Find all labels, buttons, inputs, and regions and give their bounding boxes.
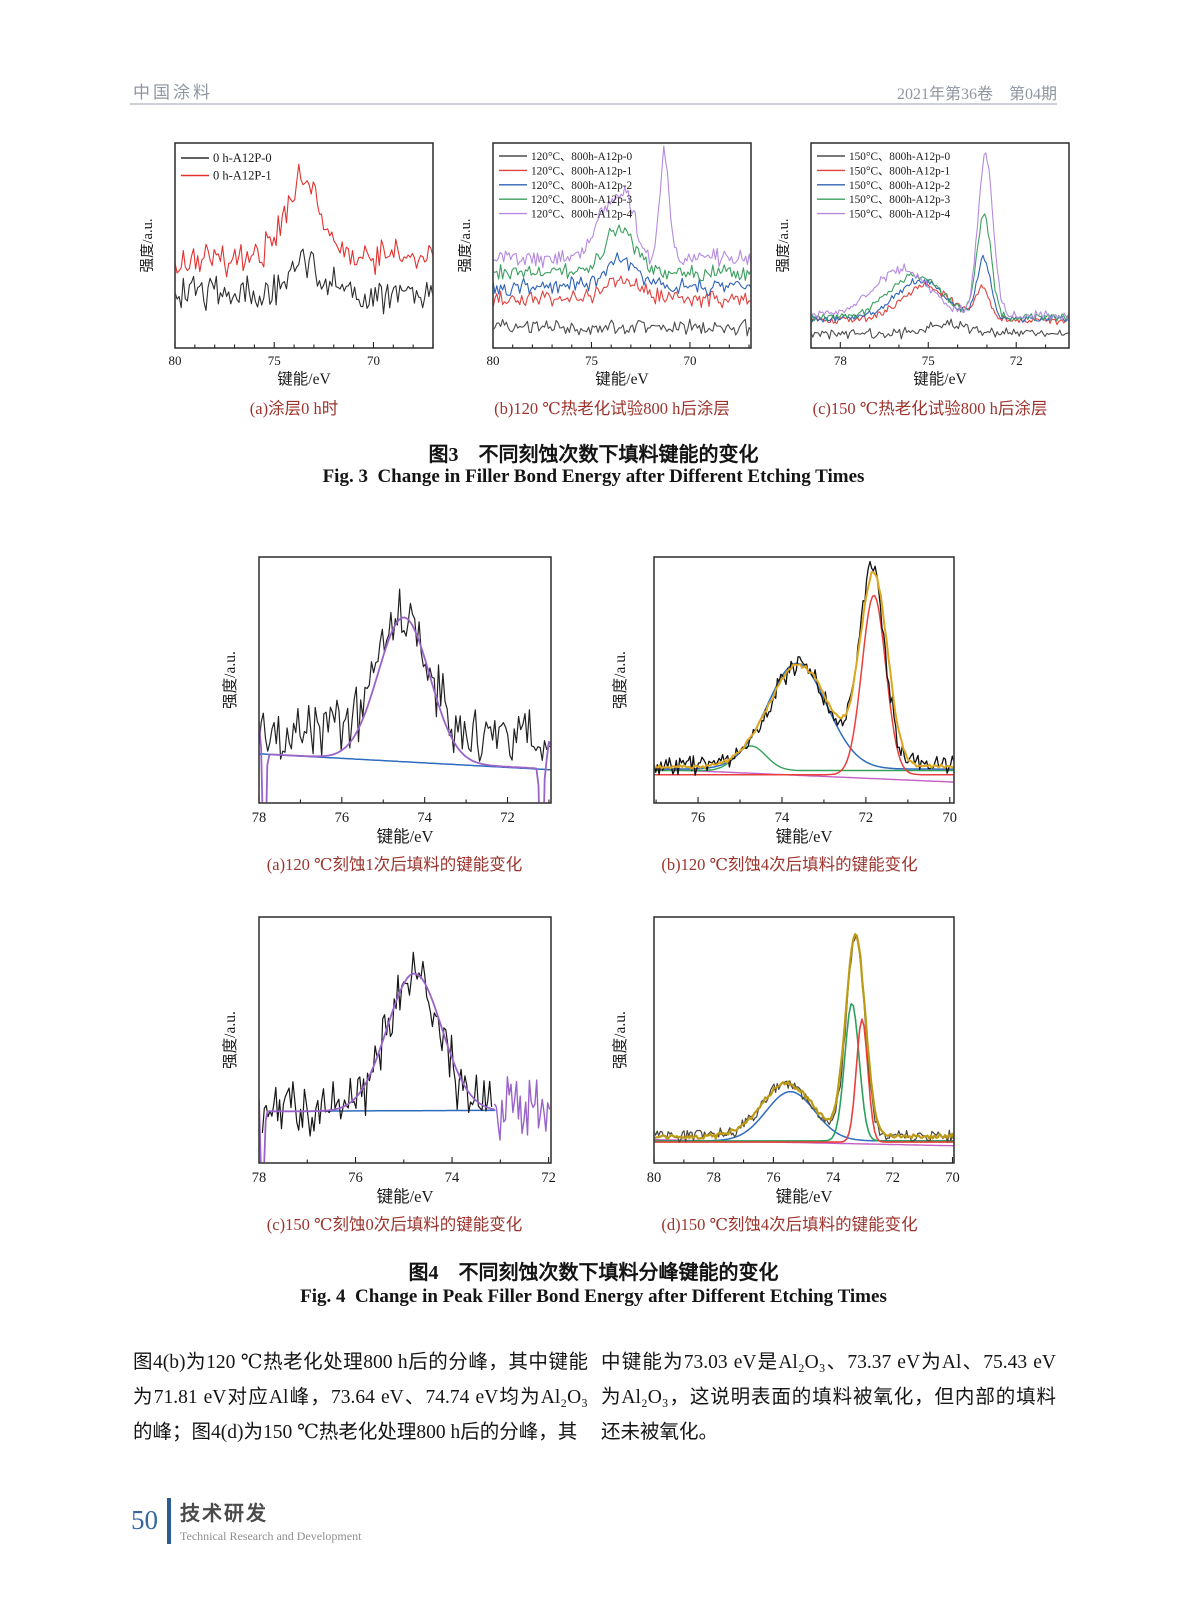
svg-text:150°C、800h-A12p-4: 150°C、800h-A12p-4 [849,209,951,221]
svg-text:72: 72 [1010,353,1023,368]
figure4-chart-d: 80 78 76 74 72 70 键能/eV 强度/a.u. [612,916,960,1206]
body-text-right-column: 中键能为73.03 eV是Al₂O₃、73.37 eV为Al、75.43 eV为… [601,1345,1056,1450]
footer-section-zh: 技术研发 [180,1503,268,1525]
figure4-caption-zh: 图4 不同刻蚀次数下填料分峰键能的变化 [408,1262,779,1284]
svg-text:70: 70 [367,353,380,368]
figure4-subplot-d-caption: (d)150 ℃刻蚀4次后填料的键能变化 [661,1215,918,1234]
svg-text:120°C、800h-A12p-1: 120°C、800h-A12p-1 [531,165,632,177]
figure3-chart-b: 80 75 70 键能/eV 强度/a.u. 120°C、800h-A12p-0 120°C… [458,142,752,388]
svg-text:78: 78 [252,1170,267,1186]
svg-text:强度/a.u.: 强度/a.u. [222,651,239,709]
svg-text:键能/eV: 键能/eV [377,1187,434,1206]
figure3-subplot-a-caption: (a)涂层0 h时 [249,399,339,418]
svg-text:120°C、800h-A12p-2: 120°C、800h-A12p-2 [531,180,633,192]
svg-text:强度/a.u.: 强度/a.u. [458,219,474,273]
svg-text:150°C、800h-A12p-2: 150°C、800h-A12p-2 [849,180,951,192]
svg-text:74: 74 [445,1170,460,1186]
svg-text:键能/eV: 键能/eV [776,827,833,846]
svg-text:键能/eV: 键能/eV [595,370,649,388]
svg-text:76: 76 [348,1170,363,1186]
svg-text:120°C、800h-A12p-0: 120°C、800h-A12p-0 [531,151,633,163]
figure4-chart-b: 76 74 72 70 键能/eV 强度/a.u. [612,556,958,846]
header-rule [130,103,1057,105]
svg-text:120°C、800h-A12p-4: 120°C、800h-A12p-4 [531,209,633,221]
footer-divider-bar [167,1497,171,1544]
svg-text:74: 74 [826,1170,841,1186]
svg-text:76: 76 [766,1170,781,1186]
svg-text:键能/eV: 键能/eV [776,1187,833,1206]
svg-text:78: 78 [252,810,267,826]
svg-text:键能/eV: 键能/eV [277,370,331,388]
svg-text:78: 78 [706,1170,721,1186]
svg-text:键能/eV: 键能/eV [377,827,434,846]
page-number: 50 [131,1505,158,1535]
svg-text:0 h-A12P-1: 0 h-A12P-1 [213,169,272,183]
svg-text:76: 76 [691,810,706,826]
svg-text:120°C、800h-A12p-3: 120°C、800h-A12p-3 [531,194,633,206]
svg-text:强度/a.u.: 强度/a.u. [140,219,156,273]
footer-section: 技术研发 Technical Research and Development [180,1497,361,1544]
footer-section-en: Technical Research and Development [180,1529,362,1543]
svg-text:强度/a.u.: 强度/a.u. [612,1011,629,1069]
svg-text:80: 80 [647,1170,662,1186]
svg-text:80: 80 [169,353,182,368]
figure4-subplot-c: 78 76 74 72 键能/eV 强度/a.u. (c)150 ℃刻蚀0次后填料的键能变… [222,905,567,1235]
svg-text:75: 75 [922,353,935,368]
figure4-chart-a: 78 76 74 72 键能/eV 强度/a.u. [222,556,552,846]
svg-text:72: 72 [500,810,514,826]
svg-text:78: 78 [834,353,847,368]
svg-text:0 h-A12P-0: 0 h-A12P-0 [213,151,272,165]
figure4-subplot-b: 76 74 72 70 键能/eV 强度/a.u. (b)120 ℃刻蚀4次后填料的键能变… [612,545,967,875]
figure4-chart-c: 78 76 74 72 键能/eV 强度/a.u. [222,916,556,1206]
figure3-subplot-c-caption: (c)150 ℃热老化试验800 h后涂层 [812,399,1048,418]
figure4-caption-en: Fig. 4 Change in Peak Filler Bond Energy… [300,1286,887,1307]
journal-title: 中国涂料 [133,83,213,102]
svg-text:72: 72 [859,810,874,826]
svg-text:80: 80 [487,353,500,368]
svg-text:70: 70 [683,353,696,368]
figure4-subplot-b-caption: (b)120 ℃刻蚀4次后填料的键能变化 [661,855,918,874]
figure3-subplot-c: 78 75 72 键能/eV 强度/a.u. 150°C、800h-A12p-0 150°C… [776,133,1084,419]
svg-text:72: 72 [541,1170,556,1186]
footer: 50 技术研发 Technical Research and Developme… [131,1497,361,1544]
svg-text:76: 76 [335,810,350,826]
figure4-subplot-d: 80 78 76 74 72 70 键能/eV 强度/a.u. (d)150 ℃刻蚀4次后填料… [612,905,967,1235]
svg-text:70: 70 [945,1170,960,1186]
svg-text:强度/a.u.: 强度/a.u. [612,651,629,709]
svg-text:74: 74 [775,810,790,826]
body-text-left-column: 图4(b)为120 ℃热老化处理800 h后的分峰，其中键能为71.81 eV对… [133,1345,588,1450]
svg-text:键能/eV: 键能/eV [913,370,967,388]
figure4-subplot-a-caption: (a)120 ℃刻蚀1次后填料的键能变化 [266,855,523,874]
svg-text:74: 74 [417,810,432,826]
figure4-subplot-c-caption: (c)150 ℃刻蚀0次后填料的键能变化 [266,1215,523,1234]
svg-text:75: 75 [268,353,281,368]
figure3-subplot-b-caption: (b)120 ℃热老化试验800 h后涂层 [494,399,730,418]
svg-text:150°C、800h-A12p-3: 150°C、800h-A12p-3 [849,194,951,206]
figure3-caption-en: Fig. 3 Change in Filler Bond Energy afte… [322,466,865,487]
svg-text:72: 72 [886,1170,901,1186]
body-paragraph-right: 中键能为73.03 eV是Al₂O₃、73.37 eV为Al、75.43 eV为… [601,1352,1056,1443]
svg-text:70: 70 [943,810,958,826]
figure3-subplot-a: 80 75 70 键能/eV 强度/a.u. 0 h-A12P-0 0 h-A12P-1 (… [140,133,448,419]
svg-text:150°C、800h-A12p-0: 150°C、800h-A12p-0 [849,151,951,163]
svg-text:150°C、800h-A12p-1: 150°C、800h-A12p-1 [849,165,950,177]
svg-text:强度/a.u.: 强度/a.u. [222,1011,239,1069]
svg-text:75: 75 [585,353,598,368]
figure3-chart-c: 78 75 72 键能/eV 强度/a.u. 150°C、800h-A12p-0 150°C… [776,142,1070,388]
figure3-chart-a: 80 75 70 键能/eV 强度/a.u. 0 h-A12P-0 0 h-A12P-1 [140,142,434,388]
figure3-subplot-b: 80 75 70 键能/eV 强度/a.u. 120°C、800h-A12p-0 120°C… [458,133,766,419]
figure4-subplot-a: 78 76 74 72 键能/eV 强度/a.u. (a)120 ℃刻蚀1次后填料的键能变… [222,545,567,875]
svg-text:强度/a.u.: 强度/a.u. [776,219,792,273]
issue-info: 2021年第36卷 第04期 [896,86,1057,103]
body-paragraph-left: 图4(b)为120 ℃热老化处理800 h后的分峰，其中键能为71.81 eV对… [133,1352,588,1443]
figure3-caption-zh: 图3 不同刻蚀次数下填料键能的变化 [428,444,759,466]
